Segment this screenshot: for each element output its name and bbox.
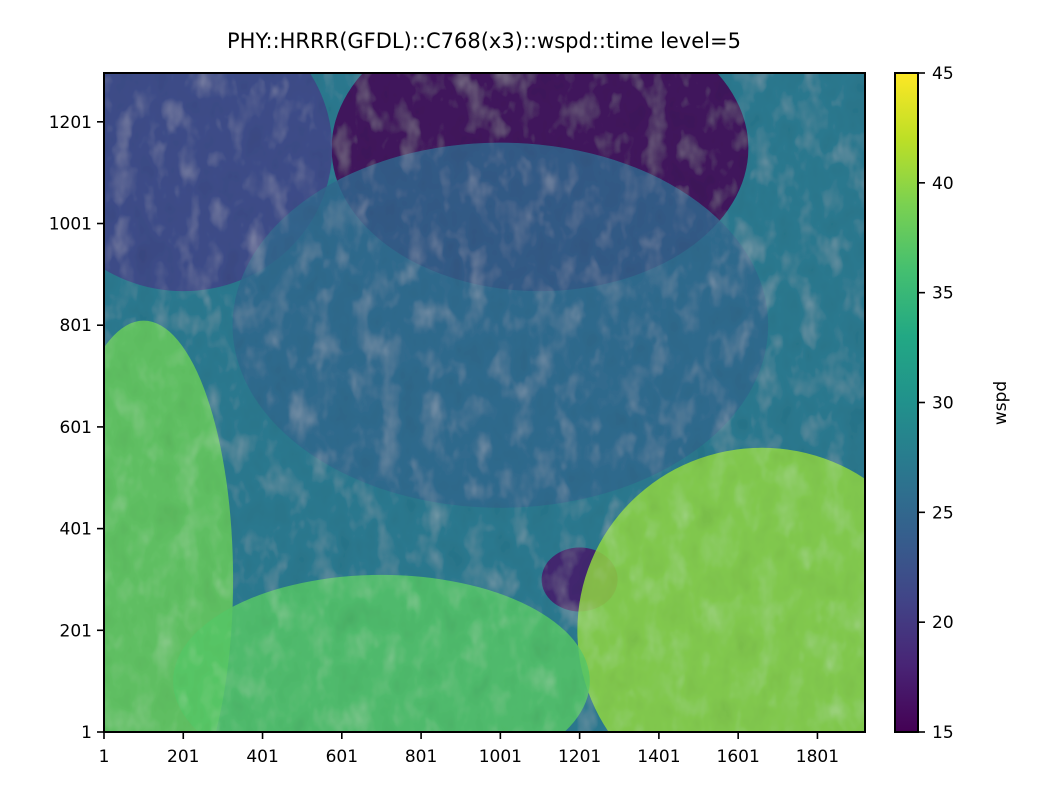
x-tick-label: 401 bbox=[246, 747, 278, 767]
x-tick-label: 1801 bbox=[796, 747, 839, 767]
y-tick-label: 801 bbox=[60, 316, 92, 336]
chart-title: PHY::HRRR(GFDL)::C768(x3)::wspd::time le… bbox=[227, 29, 741, 53]
colorbar-tick-label: 30 bbox=[932, 394, 954, 414]
y-tick-label: 201 bbox=[60, 621, 92, 641]
colorbar-tick-label: 15 bbox=[932, 723, 954, 743]
colorbar-tick-label: 25 bbox=[932, 503, 954, 523]
colorbar-tick-label: 20 bbox=[932, 613, 954, 633]
x-axis: 1 201 401 601 801 1001 1201 1401 1601 1801 bbox=[99, 732, 839, 767]
x-tick-label: 1401 bbox=[637, 747, 680, 767]
y-tick-label: 601 bbox=[60, 418, 92, 438]
heatmap-region bbox=[232, 142, 769, 508]
colorbar-tick-label: 40 bbox=[932, 174, 954, 194]
colorbar-label: wspd bbox=[991, 381, 1011, 425]
y-tick-label: 1201 bbox=[49, 113, 92, 133]
plot-frame bbox=[103, 72, 866, 733]
heatmap-region bbox=[577, 447, 865, 732]
colorbar-fill bbox=[895, 73, 918, 732]
x-tick-label: 801 bbox=[405, 747, 437, 767]
y-tick-label: 1001 bbox=[49, 215, 92, 235]
heatmap-blobs bbox=[104, 73, 865, 732]
colorbar-tick-label: 35 bbox=[932, 284, 954, 304]
y-tick-label: 401 bbox=[60, 520, 92, 540]
heatmap-field bbox=[104, 73, 865, 732]
x-tick-label: 201 bbox=[167, 747, 199, 767]
x-tick-label: 601 bbox=[326, 747, 358, 767]
x-tick-label: 1201 bbox=[558, 747, 601, 767]
colorbar: 15 20 25 30 35 40 45 wspd bbox=[894, 64, 1011, 743]
colorbar-ticks: 15 20 25 30 35 40 45 bbox=[918, 64, 954, 743]
y-tick-label: 1 bbox=[81, 723, 92, 743]
heatmap-region bbox=[173, 574, 590, 732]
colorbar-tick-label: 45 bbox=[932, 64, 954, 84]
x-tick-label: 1001 bbox=[479, 747, 522, 767]
x-tick-label: 1601 bbox=[717, 747, 760, 767]
x-tick-label: 1 bbox=[99, 747, 110, 767]
